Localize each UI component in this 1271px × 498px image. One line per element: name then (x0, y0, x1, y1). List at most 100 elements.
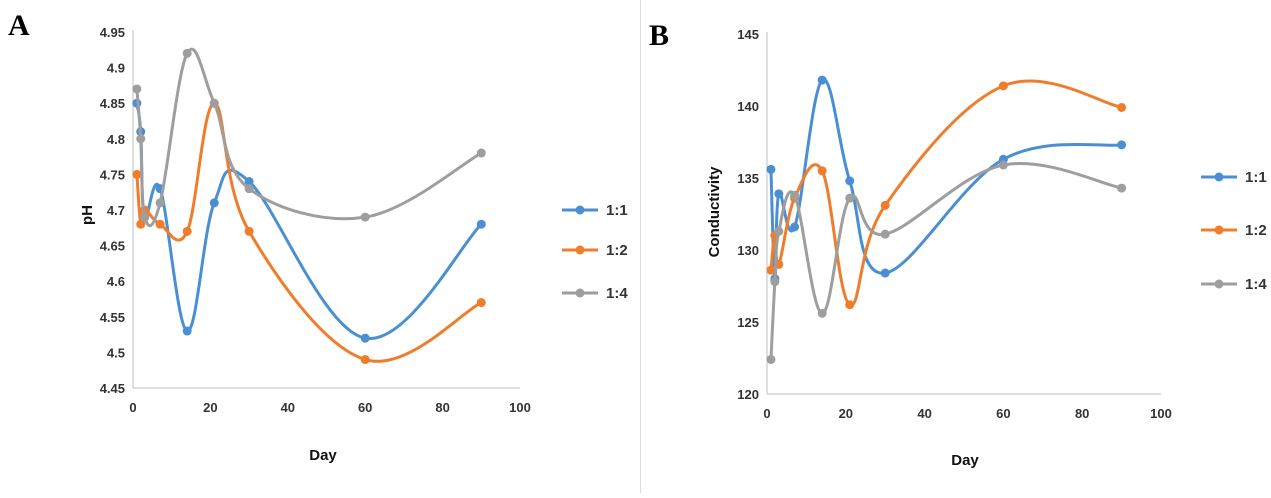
data-point (766, 265, 776, 275)
data-point (817, 308, 827, 318)
legend-swatch-marker (1214, 172, 1224, 182)
series-line-b-2 (769, 79, 1122, 307)
legend-swatch-marker (1214, 279, 1224, 289)
y-tick-label-b: 120 (737, 387, 759, 402)
legend-swatch-marker (1214, 225, 1224, 235)
y-tick-label-b: 130 (737, 243, 759, 258)
y-tick-label-b: 125 (737, 315, 759, 330)
y-axis-title-a: pH (79, 205, 96, 225)
data-point (182, 48, 192, 58)
data-point (476, 298, 486, 308)
x-tick-label-a: 80 (435, 400, 449, 415)
data-point (155, 219, 165, 229)
y-tick-label-a: 4.5 (107, 345, 125, 360)
data-point (360, 355, 370, 365)
data-point (244, 226, 254, 236)
data-point (790, 190, 800, 200)
data-point (182, 226, 192, 236)
data-point (766, 354, 776, 364)
x-tick-label-b: 100 (1150, 406, 1172, 421)
legend-item-a-2: 1:2 (562, 242, 628, 259)
series-b-1 (766, 75, 1127, 284)
data-point (817, 75, 827, 85)
legend-swatch-marker (575, 245, 585, 255)
data-point (209, 98, 219, 108)
legend-label: 1:4 (606, 285, 628, 302)
data-point (766, 164, 776, 174)
chart-a-svg: A 0 20 40 60 80 100 4.45 4.5 4.55 4.6 4.65 4.7 4.75 4… (8, 9, 628, 464)
data-point (998, 160, 1008, 170)
data-point (845, 176, 855, 186)
legend-label: 1:2 (1245, 222, 1267, 239)
data-point (1117, 183, 1127, 193)
data-point (998, 81, 1008, 91)
y-tick-label-a: 4.7 (107, 203, 125, 218)
series-a-3 (132, 47, 486, 227)
legend-label: 1:2 (606, 242, 628, 259)
y-tick-label-b: 135 (737, 171, 759, 186)
legend-label: 1:1 (606, 202, 628, 219)
x-tick-label-a: 60 (358, 400, 372, 415)
data-point (155, 198, 165, 208)
legend-item-a-3: 1:4 (562, 285, 628, 302)
data-point (136, 134, 146, 144)
data-point (476, 219, 486, 229)
y-tick-label-a: 4.65 (100, 239, 125, 254)
legend-swatch-marker (575, 205, 585, 215)
data-point (880, 229, 890, 239)
series-b-3 (766, 160, 1127, 364)
legend-item-b-3: 1:4 (1201, 276, 1267, 293)
y-tick-label-b: 145 (737, 27, 759, 42)
data-point (140, 212, 150, 222)
y-tick-label-a: 4.6 (107, 274, 125, 289)
data-point (360, 333, 370, 343)
x-tick-label-b: 0 (763, 406, 770, 421)
panel-divider (640, 0, 641, 493)
x-tick-label-b: 80 (1075, 406, 1089, 421)
data-point (244, 184, 254, 194)
chart-panel-b: B 0 20 40 60 80 100 120 125 130 135 140 145 Day Con… (641, 0, 1271, 493)
x-tick-label-b: 60 (996, 406, 1010, 421)
y-tick-label-a: 4.8 (107, 132, 125, 147)
y-tick-label-a: 4.85 (100, 96, 125, 111)
data-point (136, 219, 146, 229)
data-point (880, 268, 890, 278)
legend-label: 1:4 (1245, 276, 1267, 293)
data-point (209, 198, 219, 208)
data-point (790, 222, 800, 232)
x-tick-label-a: 40 (281, 400, 295, 415)
series-line-b-3 (769, 162, 1122, 360)
y-tick-label-a: 4.95 (100, 25, 125, 40)
chart-b-svg: B 0 20 40 60 80 100 120 125 130 135 140 145 Day Con… (649, 19, 1267, 469)
panel-letter-a: A (8, 9, 30, 42)
data-point (817, 166, 827, 176)
x-axis-title-b: Day (951, 452, 979, 469)
plot-area-a: 0 20 40 60 80 100 4.45 4.5 4.55 4.6 4.65 4.7 4.75 4.8… (100, 25, 531, 415)
data-point (1117, 140, 1127, 150)
x-tick-label-a: 100 (509, 400, 531, 415)
chart-panel-a: A 0 20 40 60 80 100 4.45 4.5 4.55 4.6 4.65 4.7 4.75 4… (0, 0, 640, 493)
series-line-a-1 (135, 102, 483, 340)
plot-area-b: 0 20 40 60 80 100 120 125 130 135 140 145 (737, 27, 1172, 421)
x-tick-label-b: 20 (839, 406, 853, 421)
series-line-a-3 (135, 47, 483, 227)
y-axis-title-b: Conductivity (706, 166, 723, 257)
data-point (476, 148, 486, 158)
x-tick-label-b: 40 (917, 406, 931, 421)
y-tick-label-a: 4.45 (100, 381, 125, 396)
series-a-1 (132, 98, 486, 343)
data-point (132, 84, 142, 94)
legend-label: 1:1 (1245, 169, 1267, 186)
data-point (774, 226, 784, 236)
y-tick-label-a: 4.75 (100, 167, 125, 182)
legend-swatch-marker (575, 288, 585, 298)
data-point (845, 300, 855, 310)
data-point (132, 169, 142, 179)
data-point (845, 193, 855, 203)
x-tick-label-a: 20 (203, 400, 217, 415)
data-point (244, 177, 254, 187)
y-tick-label-a: 4.55 (100, 310, 125, 325)
data-point (360, 212, 370, 222)
x-axis-title-a: Day (309, 447, 337, 464)
legend-item-a-1: 1:1 (562, 202, 628, 219)
